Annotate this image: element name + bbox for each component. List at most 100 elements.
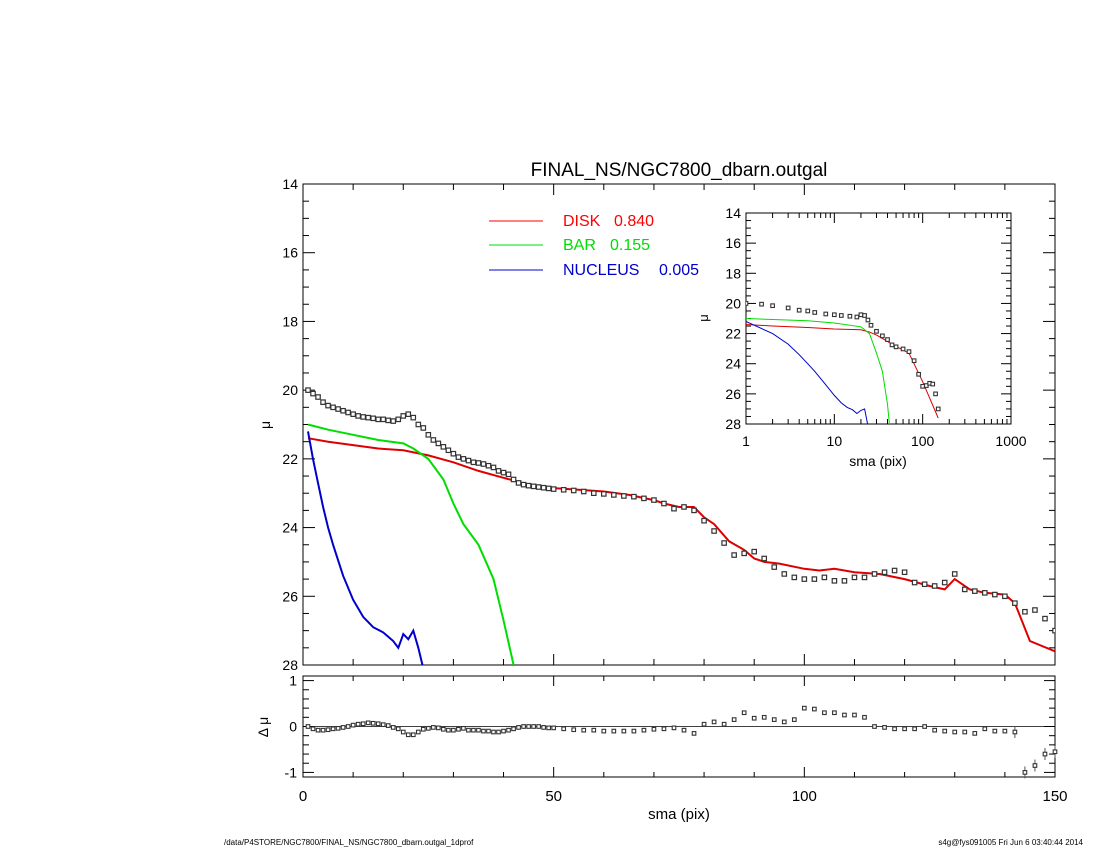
data-point xyxy=(971,588,978,594)
data-point xyxy=(841,578,848,584)
residual-point xyxy=(516,725,521,730)
residual-point xyxy=(771,717,777,722)
legend-nucleus-value: 0.005 xyxy=(659,262,699,279)
residual-point xyxy=(511,726,516,732)
data-point xyxy=(545,485,552,492)
data-point xyxy=(560,486,567,493)
residual-point xyxy=(425,725,431,731)
data-point xyxy=(430,437,437,443)
inset-data-point xyxy=(933,391,938,397)
inset-data-point xyxy=(868,322,874,328)
data-point xyxy=(530,483,537,490)
inset-data-point xyxy=(880,333,885,339)
residual-point xyxy=(526,724,531,729)
residual-point xyxy=(872,724,877,729)
data-point xyxy=(435,440,442,447)
y-tick-label: 16 xyxy=(282,245,298,261)
data-point xyxy=(380,416,387,423)
disk-line xyxy=(307,437,1055,653)
residual-point xyxy=(882,725,887,730)
residual-point xyxy=(862,714,867,720)
residual-point xyxy=(501,728,506,734)
inset-data-point xyxy=(900,346,906,352)
residual-point xyxy=(591,727,597,733)
data-point xyxy=(490,464,497,471)
residual-point xyxy=(395,726,401,732)
data-point xyxy=(811,576,818,582)
residual-point xyxy=(822,710,827,716)
inset-data-point xyxy=(916,371,921,377)
data-point xyxy=(350,411,356,417)
data-point xyxy=(590,490,597,497)
residual-point xyxy=(842,712,847,718)
inset-data-point xyxy=(935,406,941,412)
inset-data-point xyxy=(906,349,912,355)
data-point xyxy=(851,574,858,581)
residual-point xyxy=(390,725,396,730)
footer-timestamp: s4g@fys091005 Fri Jun 6 03:40:44 2014 xyxy=(938,838,1083,847)
residual-y-tick-label: -1 xyxy=(285,764,298,780)
residual-point xyxy=(912,726,917,732)
residual-point xyxy=(631,728,637,734)
data-point xyxy=(661,500,667,507)
data-point xyxy=(390,418,397,424)
data-point xyxy=(921,581,928,588)
data-point xyxy=(465,457,472,464)
residual-point xyxy=(441,726,446,732)
residual-point xyxy=(466,727,471,733)
data-point xyxy=(485,462,492,469)
residual-point xyxy=(992,728,998,734)
inset-y-tick-label: 18 xyxy=(725,265,741,281)
x-tick-label: 150 xyxy=(1042,788,1067,805)
data-point xyxy=(731,552,737,558)
inset-data-point xyxy=(858,312,864,318)
data-point xyxy=(470,459,477,466)
residual-point xyxy=(320,727,326,733)
y-tick-label: 26 xyxy=(282,588,298,604)
residual-point xyxy=(420,726,426,732)
data-point xyxy=(550,486,557,492)
inset-data-point xyxy=(805,308,811,314)
residual-point xyxy=(310,726,316,732)
inset-data-point xyxy=(862,313,867,318)
data-point xyxy=(982,590,988,596)
main-panel: μ 14 16 18 20 22 24 26 28 xyxy=(257,176,1056,673)
legend-nucleus-label: NUCLEUS xyxy=(563,262,639,279)
residual-point xyxy=(801,705,807,711)
residual-point xyxy=(476,727,481,733)
data-point xyxy=(1002,593,1008,600)
residual-ylabel: Δ μ xyxy=(255,717,271,738)
residual-point xyxy=(671,725,677,731)
data-point xyxy=(961,586,968,593)
residual-point xyxy=(385,723,391,728)
inset-data-point xyxy=(930,381,936,387)
residual-point xyxy=(741,710,747,716)
residual-point xyxy=(852,712,857,718)
inset-y-tick-label: 16 xyxy=(725,235,741,251)
residual-point xyxy=(481,728,486,734)
data-point xyxy=(781,571,788,577)
residual-point xyxy=(812,706,817,712)
data-point xyxy=(861,574,868,581)
residual-point xyxy=(1032,763,1038,768)
data-point xyxy=(355,413,361,419)
residual-y-tick-label: 1 xyxy=(289,673,297,689)
residual-point xyxy=(546,725,552,731)
x-tick-label: 0 xyxy=(299,788,307,805)
data-point xyxy=(400,413,407,419)
residual-point xyxy=(430,725,436,730)
data-point xyxy=(871,571,878,577)
residual-point xyxy=(731,717,737,722)
residual-point xyxy=(721,721,727,727)
inset-y-tick-label: 28 xyxy=(725,416,741,432)
residual-point xyxy=(701,721,707,727)
data-point xyxy=(831,578,838,584)
data-point xyxy=(701,517,707,524)
residual-point xyxy=(506,727,511,733)
residual-point xyxy=(551,725,557,731)
data-point xyxy=(425,432,432,438)
data-point xyxy=(475,460,482,466)
y-tick-label: 22 xyxy=(282,451,298,467)
inset-data-point xyxy=(865,317,871,323)
residual-point xyxy=(360,721,366,727)
